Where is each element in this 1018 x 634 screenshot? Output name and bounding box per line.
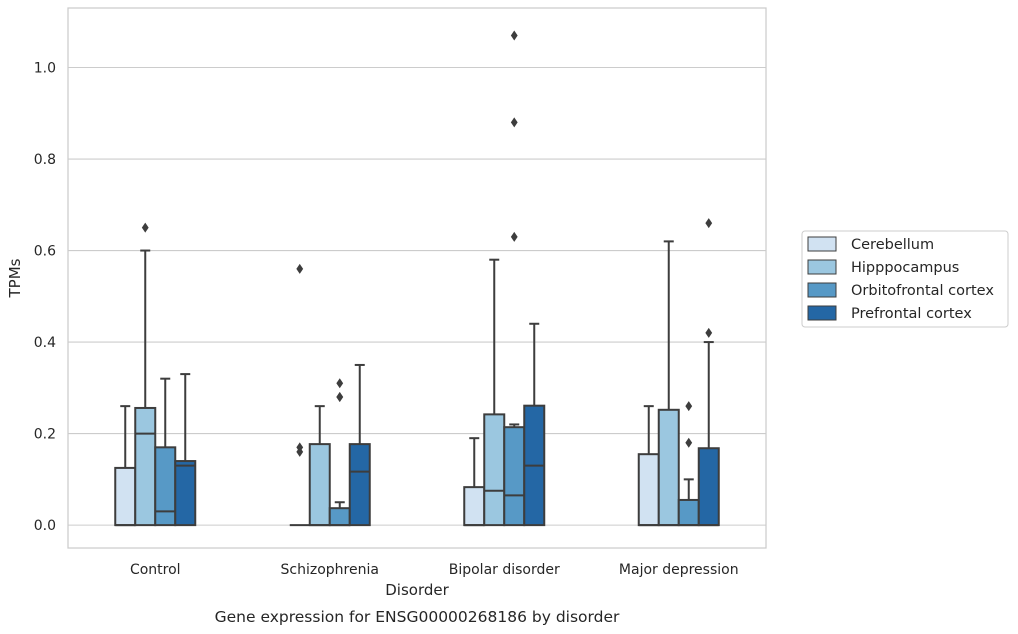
x-tick-label: Major depression	[619, 562, 739, 578]
outlier-point	[705, 218, 713, 229]
legend-label: Orbitofrontal cortex	[851, 283, 994, 299]
box	[677, 498, 700, 527]
y-tick-label: 1.0	[34, 60, 56, 76]
box	[657, 408, 680, 527]
y-tick-label: 0.0	[34, 518, 56, 534]
box	[697, 447, 720, 527]
legend-swatch	[807, 282, 837, 298]
box-group	[308, 405, 331, 527]
box	[637, 453, 660, 527]
box	[154, 446, 177, 527]
legend-swatch	[807, 259, 837, 275]
box-group	[348, 363, 371, 527]
x-tick-label: Schizophrenia	[281, 562, 379, 578]
box-group	[503, 30, 526, 527]
box	[134, 406, 157, 527]
box	[114, 466, 137, 527]
box-group	[523, 322, 546, 527]
legend: Cerebellum Hipppocampus Orbitofrontal cort…	[801, 230, 1009, 328]
y-tick-label: 0.4	[34, 335, 56, 351]
y-axis-title: TPMs	[6, 258, 24, 298]
box-group	[174, 373, 197, 527]
outlier-point	[296, 442, 304, 453]
legend-swatch	[807, 236, 837, 252]
box-group	[289, 263, 310, 527]
legend-label: Cerebellum	[851, 237, 934, 253]
outlier-point	[510, 231, 518, 242]
outlier-point	[510, 30, 518, 41]
box-group	[114, 405, 137, 527]
legend-frame	[801, 230, 1009, 328]
box	[174, 460, 197, 527]
chart-caption: Gene expression for ENSG00000268186 by d…	[215, 608, 620, 626]
legend-label: Prefrontal cortex	[851, 306, 972, 322]
y-axis-ticks: 0.0 0.2 0.4 0.6 0.8 1.0	[34, 60, 56, 534]
y-tick-label: 0.6	[34, 244, 56, 260]
box-group	[697, 218, 720, 527]
box-group	[154, 377, 177, 527]
box	[328, 507, 351, 527]
x-axis-title: Disorder	[385, 581, 449, 599]
legend-swatch	[807, 305, 837, 321]
box	[483, 413, 506, 527]
box-group	[677, 401, 700, 527]
outlier-point	[685, 401, 693, 412]
legend-label: Hipppocampus	[851, 260, 959, 276]
plot-frame	[67, 7, 767, 549]
box-group	[637, 405, 660, 527]
box-group	[657, 240, 680, 527]
box	[463, 486, 486, 527]
x-axis-ticks: Control Schizophrenia Bipolar disorder Majo…	[130, 562, 739, 578]
x-tick-label: Bipolar disorder	[449, 562, 560, 578]
outlier-point	[336, 391, 344, 402]
outlier-point	[510, 117, 518, 128]
x-tick-label: Control	[130, 562, 181, 578]
plot-area-marks	[114, 30, 720, 527]
box	[308, 443, 331, 527]
outlier-point	[141, 222, 149, 233]
outlier-point	[336, 378, 344, 389]
outlier-point	[296, 263, 304, 274]
y-tick-label: 0.8	[34, 152, 56, 168]
y-tick-label: 0.2	[34, 427, 56, 443]
box	[503, 426, 526, 527]
outlier-point	[685, 437, 693, 448]
outlier-point	[705, 327, 713, 338]
box	[348, 443, 371, 527]
